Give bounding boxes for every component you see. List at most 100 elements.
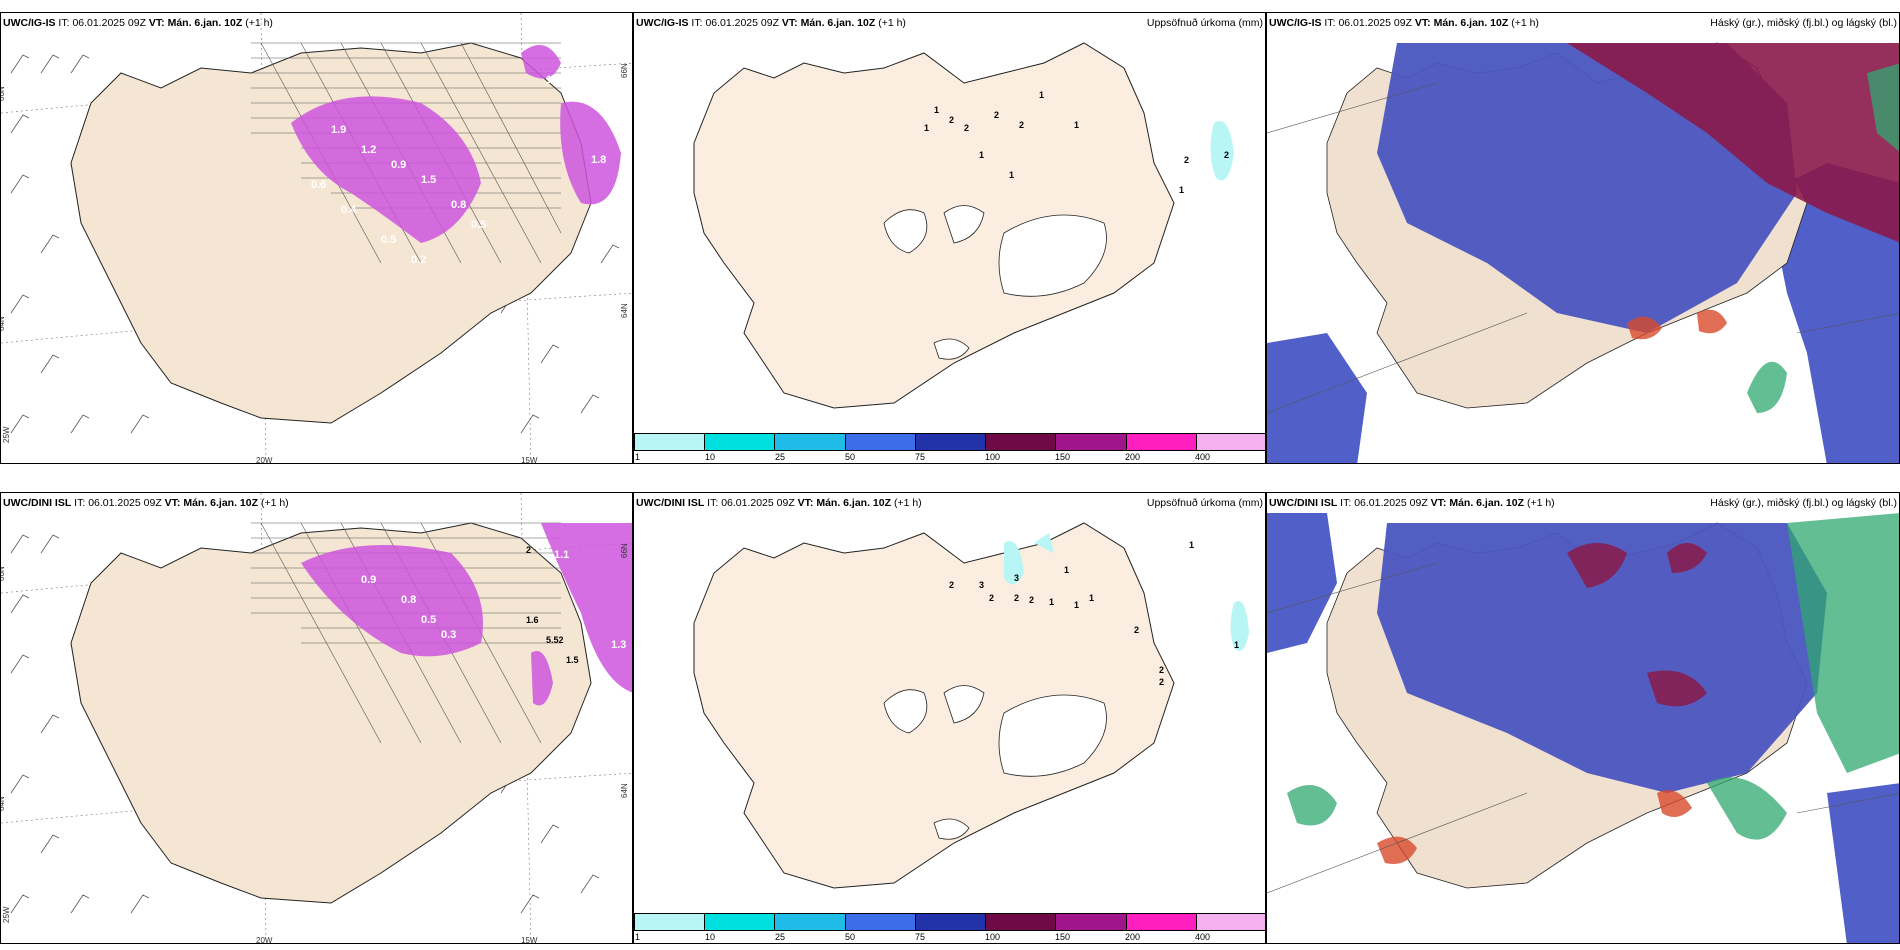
model-name: UWC/IG-IS xyxy=(636,17,689,29)
lat-lon-grid xyxy=(1267,82,1899,414)
precip-value: 1.1 xyxy=(554,549,569,561)
edge-red xyxy=(1627,309,1727,340)
low-cloud xyxy=(1267,513,1899,943)
precip-value: 5.52 xyxy=(546,635,564,645)
precip-value: 0.2 xyxy=(411,254,426,266)
precip-value: 1.2 xyxy=(361,144,376,156)
lead-time: (+1 h) xyxy=(878,17,906,29)
colorbar-tick: 200 xyxy=(1125,932,1141,942)
precip-value: 2 xyxy=(949,580,954,590)
valid-time: VT: Mán. 6.jan. 10Z xyxy=(148,17,243,29)
precip-value: 1.8 xyxy=(591,154,606,166)
lat-label: 66N xyxy=(620,63,629,78)
precip-value: 1.3 xyxy=(611,639,626,651)
precip-value: 2 xyxy=(1184,155,1189,165)
precip-value: 1 xyxy=(1064,565,1069,575)
valid-time: VT: Mán. 6.jan. 10Z xyxy=(1430,497,1525,509)
valid-time: VT: Mán. 6.jan. 10Z xyxy=(797,497,892,509)
precip-magenta xyxy=(291,45,621,243)
colorbar-swatch xyxy=(705,434,776,450)
colorbar-swatch xyxy=(845,434,916,450)
precip-value: 0.9 xyxy=(391,159,406,171)
lead-time: (+1 h) xyxy=(1526,497,1555,509)
precip-value: 1.6 xyxy=(546,74,561,86)
precip-value: 1 xyxy=(1189,540,1194,550)
mid-cloud xyxy=(1377,523,1827,793)
high-cloud-green xyxy=(1287,513,1899,840)
precip-value: 1 xyxy=(1074,600,1079,610)
precip-values: 2 3 2 3 2 2 1 1 1 1 2 2 2 1 1 xyxy=(949,540,1239,687)
glacier-ice xyxy=(883,685,1107,840)
map-panel-dini-wind-precip: 2 1.1 1.6 5.52 1.5 1.3 0.9 0.8 0.5 0.3 6… xyxy=(0,492,633,944)
field-title: Uppsöfnuð úrkoma (mm) xyxy=(1146,17,1263,29)
precip-value: 1.9 xyxy=(331,124,346,136)
edge-red xyxy=(1377,790,1692,864)
precip-value: 1 xyxy=(924,123,929,133)
lat-label: 66N xyxy=(1,566,6,581)
model-name: UWC/IG-IS xyxy=(1269,17,1322,29)
map-panel-ig-is-wind-precip: 1.9 1.2 0.9 1.5 0.8 0.5 1.6 1.8 0.6 0.4 … xyxy=(0,12,633,464)
precip-value: 2 xyxy=(1134,625,1139,635)
it-label: IT: xyxy=(1340,497,1352,509)
precip-value: 1 xyxy=(1049,597,1054,607)
high-cloud xyxy=(1567,43,1899,243)
precip-value: 2 xyxy=(526,545,531,555)
precip-value: 0.3 xyxy=(441,629,456,641)
precip-value: 1 xyxy=(1074,120,1079,130)
it-label: IT: xyxy=(74,497,86,509)
colorbar-tick: 50 xyxy=(845,452,856,462)
precip-value: 0.4 xyxy=(341,204,357,216)
colorbar xyxy=(634,433,1265,451)
colorbar-tick: 1 xyxy=(635,452,641,462)
map-panel-dini-accum-precip: 2 3 2 3 2 2 1 1 1 1 2 2 2 1 1 UWC/DINI I… xyxy=(633,492,1266,944)
lead-time: (+1 h) xyxy=(245,17,273,29)
map-panel-ig-is-clouds: UWC/IG-IS IT: 06.01.2025 09Z VT: Mán. 6.… xyxy=(1266,12,1900,464)
model-name: UWC/DINI ISL xyxy=(3,497,72,509)
colorbar-tick: 1 xyxy=(635,932,641,942)
colorbar-swatch xyxy=(1056,434,1127,450)
precip-value: 0.5 xyxy=(381,234,396,246)
lead-time: (+1 h) xyxy=(893,497,922,509)
map-panel-dini-clouds: UWC/DINI ISL IT: 06.01.2025 09Z VT: Mán.… xyxy=(1266,492,1900,944)
lat-label: 64N xyxy=(1,796,6,811)
iceland-land xyxy=(70,42,592,424)
precip-patch xyxy=(1210,121,1234,181)
high-cloud xyxy=(1567,543,1707,707)
map-canvas: 1 2 2 2 2 1 1 1 1 1 2 2 1 xyxy=(693,42,1234,409)
lon-label: 15W xyxy=(521,456,538,464)
map-canvas: 2 3 2 3 2 2 1 1 1 1 2 2 2 1 1 xyxy=(693,522,1249,889)
it-label: IT: xyxy=(1324,17,1336,29)
precip-value: 0.9 xyxy=(361,574,376,586)
precip-value: 1.5 xyxy=(421,174,436,186)
precip-value: 2 xyxy=(1014,593,1019,603)
precip-value: 0.8 xyxy=(401,594,416,606)
panel-header: UWC/IG-IS IT: 06.01.2025 09Z VT: Mán. 6.… xyxy=(3,17,273,29)
iceland-land xyxy=(693,522,1175,889)
precip-value: 1.6 xyxy=(526,615,539,625)
colorbar-swatch xyxy=(775,434,846,450)
colorbar-swatch xyxy=(635,914,706,930)
precip-value: 1.5 xyxy=(566,655,579,665)
lon-label: 25W xyxy=(2,426,11,443)
colorbar-swatch xyxy=(1196,434,1265,450)
field-title: Háský (gr.), miðský (fj.bl.) og lágský (… xyxy=(1710,17,1897,29)
precip-value: 2 xyxy=(1159,677,1164,687)
valid-time: VT: Mán. 6.jan. 10Z xyxy=(164,497,259,509)
colorbar-swatch xyxy=(1126,914,1197,930)
colorbar-swatch xyxy=(1056,914,1127,930)
model-name: UWC/DINI ISL xyxy=(1269,497,1338,509)
precip-value: 0.6 xyxy=(311,179,326,191)
panel-header: UWC/IG-IS IT: 06.01.2025 09Z VT: Mán. 6.… xyxy=(636,17,906,29)
colorbar-tick: 200 xyxy=(1125,452,1141,462)
colorbar-tick: 75 xyxy=(915,932,926,942)
valid-time: VT: Mán. 6.jan. 10Z xyxy=(781,17,876,29)
lat-lon-grid xyxy=(1267,562,1899,894)
precip-value: 3 xyxy=(979,580,984,590)
precip-value: 0.5 xyxy=(471,219,486,231)
colorbar-tick: 400 xyxy=(1195,932,1211,942)
precip-value: 1 xyxy=(1179,185,1184,195)
lead-time: (+1 h) xyxy=(1511,17,1539,29)
precip-value: 1 xyxy=(1009,170,1014,180)
map-canvas xyxy=(1267,493,1899,943)
colorbar-tick: 10 xyxy=(705,452,716,462)
